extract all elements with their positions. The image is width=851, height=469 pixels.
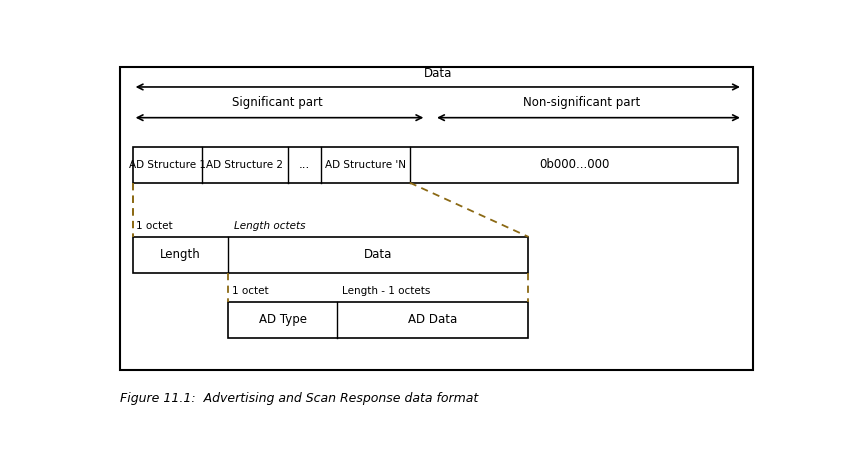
Text: Data: Data <box>364 249 392 261</box>
Text: Significant part: Significant part <box>232 96 323 109</box>
Text: AD Data: AD Data <box>408 313 458 326</box>
Text: Non-significant part: Non-significant part <box>523 96 640 109</box>
Text: Figure 11.1:  Advertising and Scan Response data format: Figure 11.1: Advertising and Scan Respon… <box>119 392 477 405</box>
Text: Length: Length <box>160 249 201 261</box>
Text: AD Structure 1: AD Structure 1 <box>129 159 206 170</box>
Text: AD Type: AD Type <box>259 313 307 326</box>
Bar <box>133 147 738 183</box>
Text: AD Structure 'N: AD Structure 'N <box>325 159 406 170</box>
Text: 1 octet: 1 octet <box>136 221 173 231</box>
Bar <box>228 302 528 338</box>
Bar <box>119 67 753 371</box>
Text: Length octets: Length octets <box>234 221 306 231</box>
Text: 1 octet: 1 octet <box>231 287 268 296</box>
Text: AD Structure 2: AD Structure 2 <box>207 159 283 170</box>
Text: 0b000...000: 0b000...000 <box>539 158 609 171</box>
Text: ...: ... <box>299 158 310 171</box>
Bar <box>133 237 528 273</box>
Text: Data: Data <box>424 67 452 80</box>
Text: Length - 1 octets: Length - 1 octets <box>342 287 431 296</box>
